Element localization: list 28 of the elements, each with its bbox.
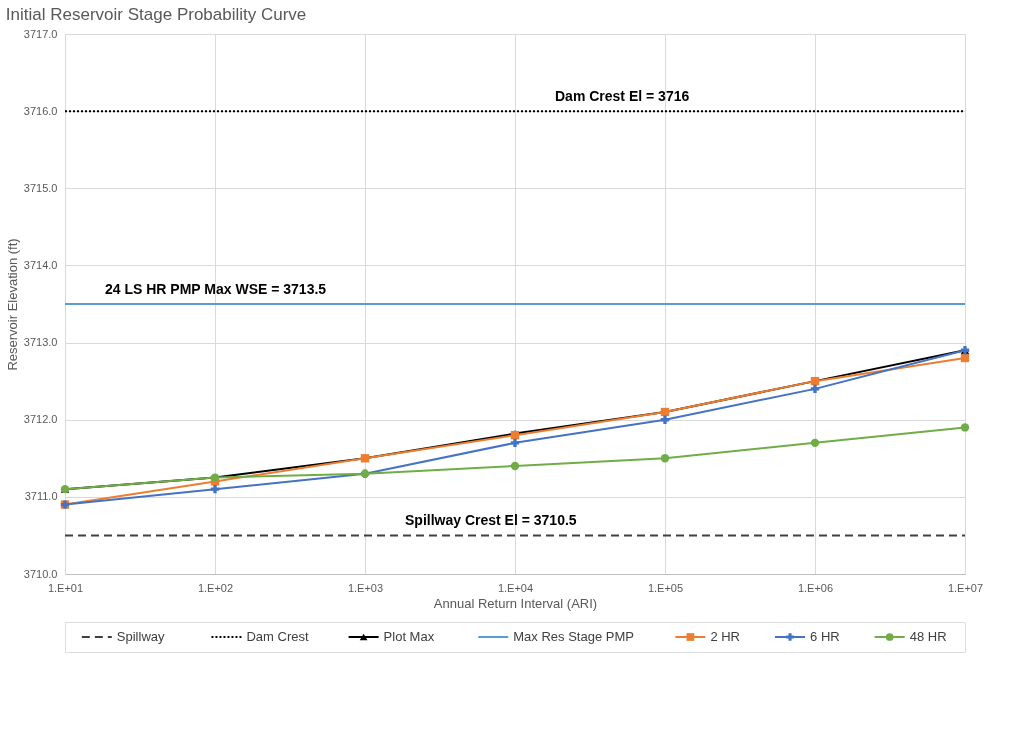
x-tick-label: 1.E+05 (647, 581, 684, 594)
legend-label: Max Res Stage PMP (513, 629, 634, 644)
y-tick-label: 3716.0 (23, 104, 58, 117)
y-tick-label: 3717.0 (23, 27, 58, 40)
y-tick-label: 3710.0 (23, 567, 58, 580)
y-tick-label: 3713.0 (23, 336, 58, 349)
x-tick-label: 1.E+07 (947, 581, 984, 594)
annotation: Spillway Crest El = 3710.5 (405, 512, 577, 529)
y-tick-label: 3711.0 (24, 490, 58, 503)
y-tick-label: 3714.0 (23, 258, 58, 271)
x-tick-label: 1.E+03 (347, 581, 384, 594)
legend-label: 48 HR (909, 629, 947, 644)
x-tick-label: 1.E+06 (797, 581, 834, 594)
annotation: Dam Crest El = 3716 (555, 88, 690, 105)
y-axis-title: Reservoir Elevation (ft) (4, 238, 20, 371)
legend-label: Dam Crest (246, 629, 309, 644)
x-tick-label: 1.E+04 (497, 581, 534, 594)
legend-label: 6 HR (810, 629, 840, 644)
y-tick-label: 3715.0 (23, 181, 58, 194)
x-axis-title: Annual Return Interval (ARI) (433, 595, 598, 611)
annotation: 24 LS HR PMP Max WSE = 3713.5 (105, 281, 327, 297)
legend-label: 2 HR (710, 629, 741, 644)
legend-label: Plot Max (383, 629, 435, 644)
x-tick-label: 1.E+02 (197, 581, 234, 594)
x-tick-label: 1.E+01 (47, 581, 84, 594)
y-tick-label: 3712.0 (23, 413, 58, 426)
chart-title: Initial Reservoir Stage Probability Curve (5, 4, 307, 24)
legend-label: Spillway (116, 629, 166, 644)
